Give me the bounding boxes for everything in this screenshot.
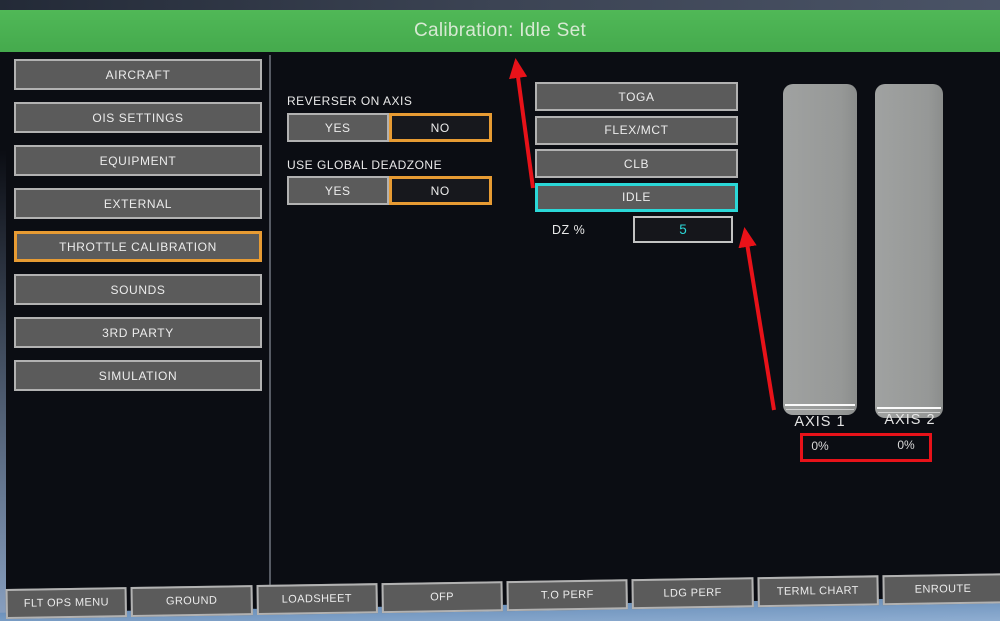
bottom-ground-button[interactable]: GROUND: [130, 585, 253, 618]
axis2-bar: [875, 84, 943, 418]
annotation-arrow-to-idle: [738, 227, 776, 411]
page-title: Calibration: Idle Set: [413, 20, 587, 41]
sidebar-item-external[interactable]: EXTERNAL: [14, 188, 262, 219]
detent-flex-mct-button[interactable]: FLEX/MCT: [535, 115, 738, 145]
bottom-loadsheet-button[interactable]: LOADSHEET: [255, 583, 378, 616]
bottom-enroute-button[interactable]: ENROUTE: [882, 573, 1000, 606]
bottom-to-perf-button[interactable]: T.O PERF: [506, 579, 629, 612]
sidebar-item-sounds[interactable]: SOUNDS: [14, 274, 262, 305]
axis1-value: 0%: [811, 439, 829, 453]
detent-toga-button[interactable]: TOGA: [535, 82, 738, 111]
title-bar: Calibration: Idle Set: [0, 10, 1000, 52]
annotation-highlight-box: [800, 433, 932, 462]
axis1-label: AXIS 1: [794, 414, 846, 430]
detent-idle-button[interactable]: IDLE: [535, 182, 738, 212]
axis2-position-indicator: [877, 407, 941, 409]
dz-percent-label: DZ %: [552, 223, 586, 237]
annotation-arrow-to-title: [509, 58, 535, 189]
sidebar-item-3rd-party[interactable]: 3RD PARTY: [14, 317, 262, 348]
reverser-on-axis-toggle: YES NO: [287, 113, 492, 142]
bottom-terml-chart-button[interactable]: TERML CHART: [756, 575, 879, 608]
axis1-position-indicator-shadow: [786, 409, 854, 410]
cockpit-left-edge: [0, 150, 6, 621]
bottom-ofp-button[interactable]: OFP: [381, 581, 503, 614]
detent-button-group: TOGA FLEX/MCT CLB IDLE: [535, 82, 738, 212]
sidebar-item-ois-settings[interactable]: OIS SETTINGS: [14, 102, 262, 133]
sidebar-divider: [269, 55, 271, 589]
use-global-deadzone-label: USE GLOBAL DEADZONE: [287, 158, 443, 172]
reverser-yes-button[interactable]: YES: [287, 113, 389, 142]
use-global-deadzone-toggle: YES NO: [287, 176, 492, 205]
sidebar-item-simulation[interactable]: SIMULATION: [14, 360, 262, 391]
bottom-ldg-perf-button[interactable]: LDG PERF: [631, 577, 754, 610]
axis1-position-indicator: [785, 404, 855, 406]
reverser-on-axis-label: REVERSER ON AXIS: [287, 94, 413, 108]
cockpit-top-edge: [0, 0, 1000, 10]
deadzone-no-button[interactable]: NO: [388, 176, 492, 205]
sidebar-item-aircraft[interactable]: AIRCRAFT: [14, 59, 262, 90]
axis2-position-indicator-shadow: [878, 412, 940, 413]
sidebar-item-throttle-calibration[interactable]: THROTTLE CALIBRATION: [14, 231, 262, 262]
deadzone-yes-button[interactable]: YES: [287, 176, 389, 205]
bottom-flt-ops-menu-button[interactable]: FLT OPS MENU: [5, 587, 128, 619]
settings-sidebar: AIRCRAFT OIS SETTINGS EQUIPMENT EXTERNAL…: [14, 59, 262, 391]
detent-clb-button[interactable]: CLB: [535, 149, 738, 178]
reverser-no-button[interactable]: NO: [388, 113, 492, 142]
axis1-bar: [783, 84, 857, 415]
axis2-value: 0%: [897, 438, 915, 452]
sidebar-item-equipment[interactable]: EQUIPMENT: [14, 145, 262, 176]
axis2-label: AXIS 2: [884, 412, 936, 428]
dz-percent-input[interactable]: [633, 216, 733, 243]
